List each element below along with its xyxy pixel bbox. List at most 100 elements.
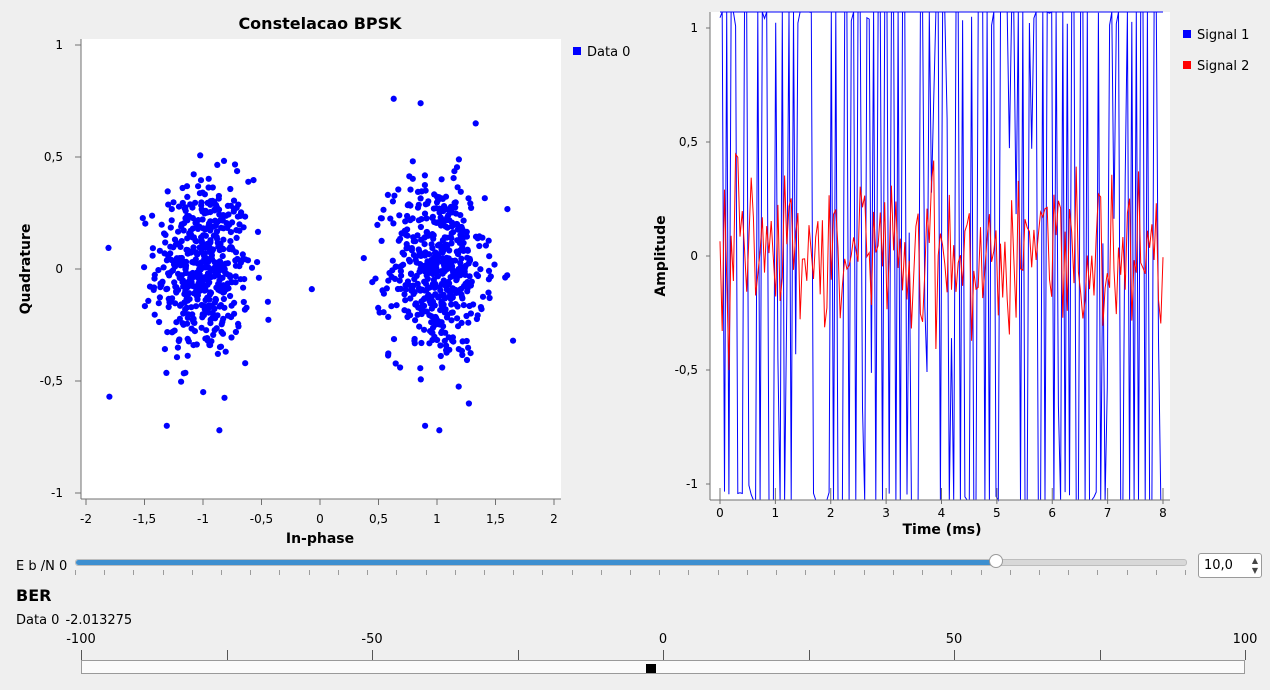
data-point: [403, 245, 410, 252]
data-point: [423, 215, 430, 222]
slider-tick: [630, 570, 631, 575]
data-point: [214, 350, 221, 357]
data-point: [204, 296, 211, 303]
data-point: [465, 344, 472, 351]
data-point: [242, 213, 249, 220]
data-point: [175, 337, 182, 345]
data-point: [376, 309, 383, 316]
time-plot: Time (ms) Amplitude Signal 1 Signal 2 0 1…: [653, 11, 1249, 538]
data-point: [200, 389, 207, 396]
data-point: [443, 216, 451, 224]
data-point: [221, 288, 228, 296]
ebn0-spinbox-value[interactable]: 10,0: [1204, 558, 1233, 573]
data-point: [196, 223, 203, 230]
data-point: [197, 177, 205, 184]
data-point: [254, 259, 261, 266]
ber-value: -2.013275: [65, 613, 133, 628]
data-point: [388, 303, 395, 310]
data-point: [182, 204, 189, 211]
data-point: [231, 161, 239, 168]
data-point: [184, 335, 191, 342]
x-tick-label: 6: [1048, 506, 1056, 520]
data-point: [428, 305, 435, 312]
data-point: [212, 222, 219, 229]
signal1-line: [719, 11, 1163, 502]
x-tick-label: 1,5: [486, 512, 505, 526]
data-point: [198, 324, 205, 331]
data-point: [486, 294, 493, 302]
data-point: [411, 337, 418, 344]
data-point: [467, 200, 474, 207]
data-point: [474, 235, 481, 242]
data-point: [421, 234, 428, 241]
data-point: [237, 212, 244, 219]
data-point: [183, 246, 190, 253]
ebn0-slider-handle[interactable]: [989, 554, 1004, 568]
ebn0-spinbox[interactable]: 10,0 ▲ ▼: [1198, 553, 1262, 578]
ber-tick: [663, 650, 664, 660]
ber-tick: [517, 650, 519, 660]
slider-tick: [717, 570, 719, 575]
data-point: [423, 308, 430, 315]
data-point: [169, 328, 176, 335]
ebn0-slider-fill: [76, 560, 998, 565]
data-point: [204, 335, 211, 342]
ber-scale-label: -100: [66, 632, 96, 647]
slider-tick: [75, 570, 76, 575]
data-point: [421, 210, 429, 217]
slider-tick: [571, 570, 573, 575]
ber-title: BER: [16, 586, 52, 605]
data-point: [164, 285, 171, 292]
data-point: [449, 287, 456, 294]
data-point: [236, 263, 243, 270]
spin-up-arrow-icon[interactable]: ▲: [1251, 556, 1258, 565]
data-point: [401, 307, 408, 314]
y-tick-label: -0,5: [40, 374, 63, 388]
x-tick-label: 0: [316, 512, 324, 526]
data-point: [454, 184, 461, 191]
data-point: [149, 212, 156, 219]
data-point: [411, 289, 418, 296]
data-point: [248, 264, 256, 271]
data-point: [447, 234, 454, 241]
data-point: [404, 212, 411, 220]
data-point: [438, 302, 445, 309]
slider-tick: [1155, 570, 1157, 575]
data-point: [142, 220, 149, 227]
data-point: [478, 306, 485, 313]
data-point: [392, 360, 399, 367]
data-point: [395, 237, 402, 244]
data-point: [221, 304, 228, 311]
data-point: [206, 279, 213, 286]
data-point: [417, 223, 424, 231]
ber-scale-label: 100: [1232, 632, 1258, 647]
spin-down-arrow-icon[interactable]: ▼: [1251, 566, 1258, 575]
data-point: [442, 223, 449, 230]
data-point: [437, 268, 445, 275]
slider-tick: [1097, 570, 1099, 575]
data-point: [199, 208, 206, 215]
data-point: [474, 272, 482, 280]
data-point: [149, 252, 156, 259]
ebn0-slider-track[interactable]: [75, 559, 1187, 566]
slider-tick: [688, 570, 690, 575]
data-point: [201, 276, 208, 283]
data-point: [232, 249, 240, 256]
x-tick-label: 0,5: [369, 512, 388, 526]
data-point: [397, 364, 404, 371]
data-point: [430, 235, 437, 242]
ber-tick: [954, 650, 955, 660]
constellation-points: [105, 95, 517, 434]
data-point: [208, 266, 215, 273]
signal1-legend-label: Signal 1: [1197, 28, 1249, 43]
data-point: [504, 206, 511, 213]
constellation-title: Constelacao BPSK: [238, 14, 402, 33]
data-point: [401, 227, 408, 234]
data-point: [396, 277, 403, 284]
data-point: [441, 244, 448, 252]
data-point: [156, 294, 163, 301]
data-point: [211, 259, 218, 266]
data-point: [227, 238, 234, 245]
data-point: [389, 257, 396, 264]
data-point: [452, 257, 459, 264]
